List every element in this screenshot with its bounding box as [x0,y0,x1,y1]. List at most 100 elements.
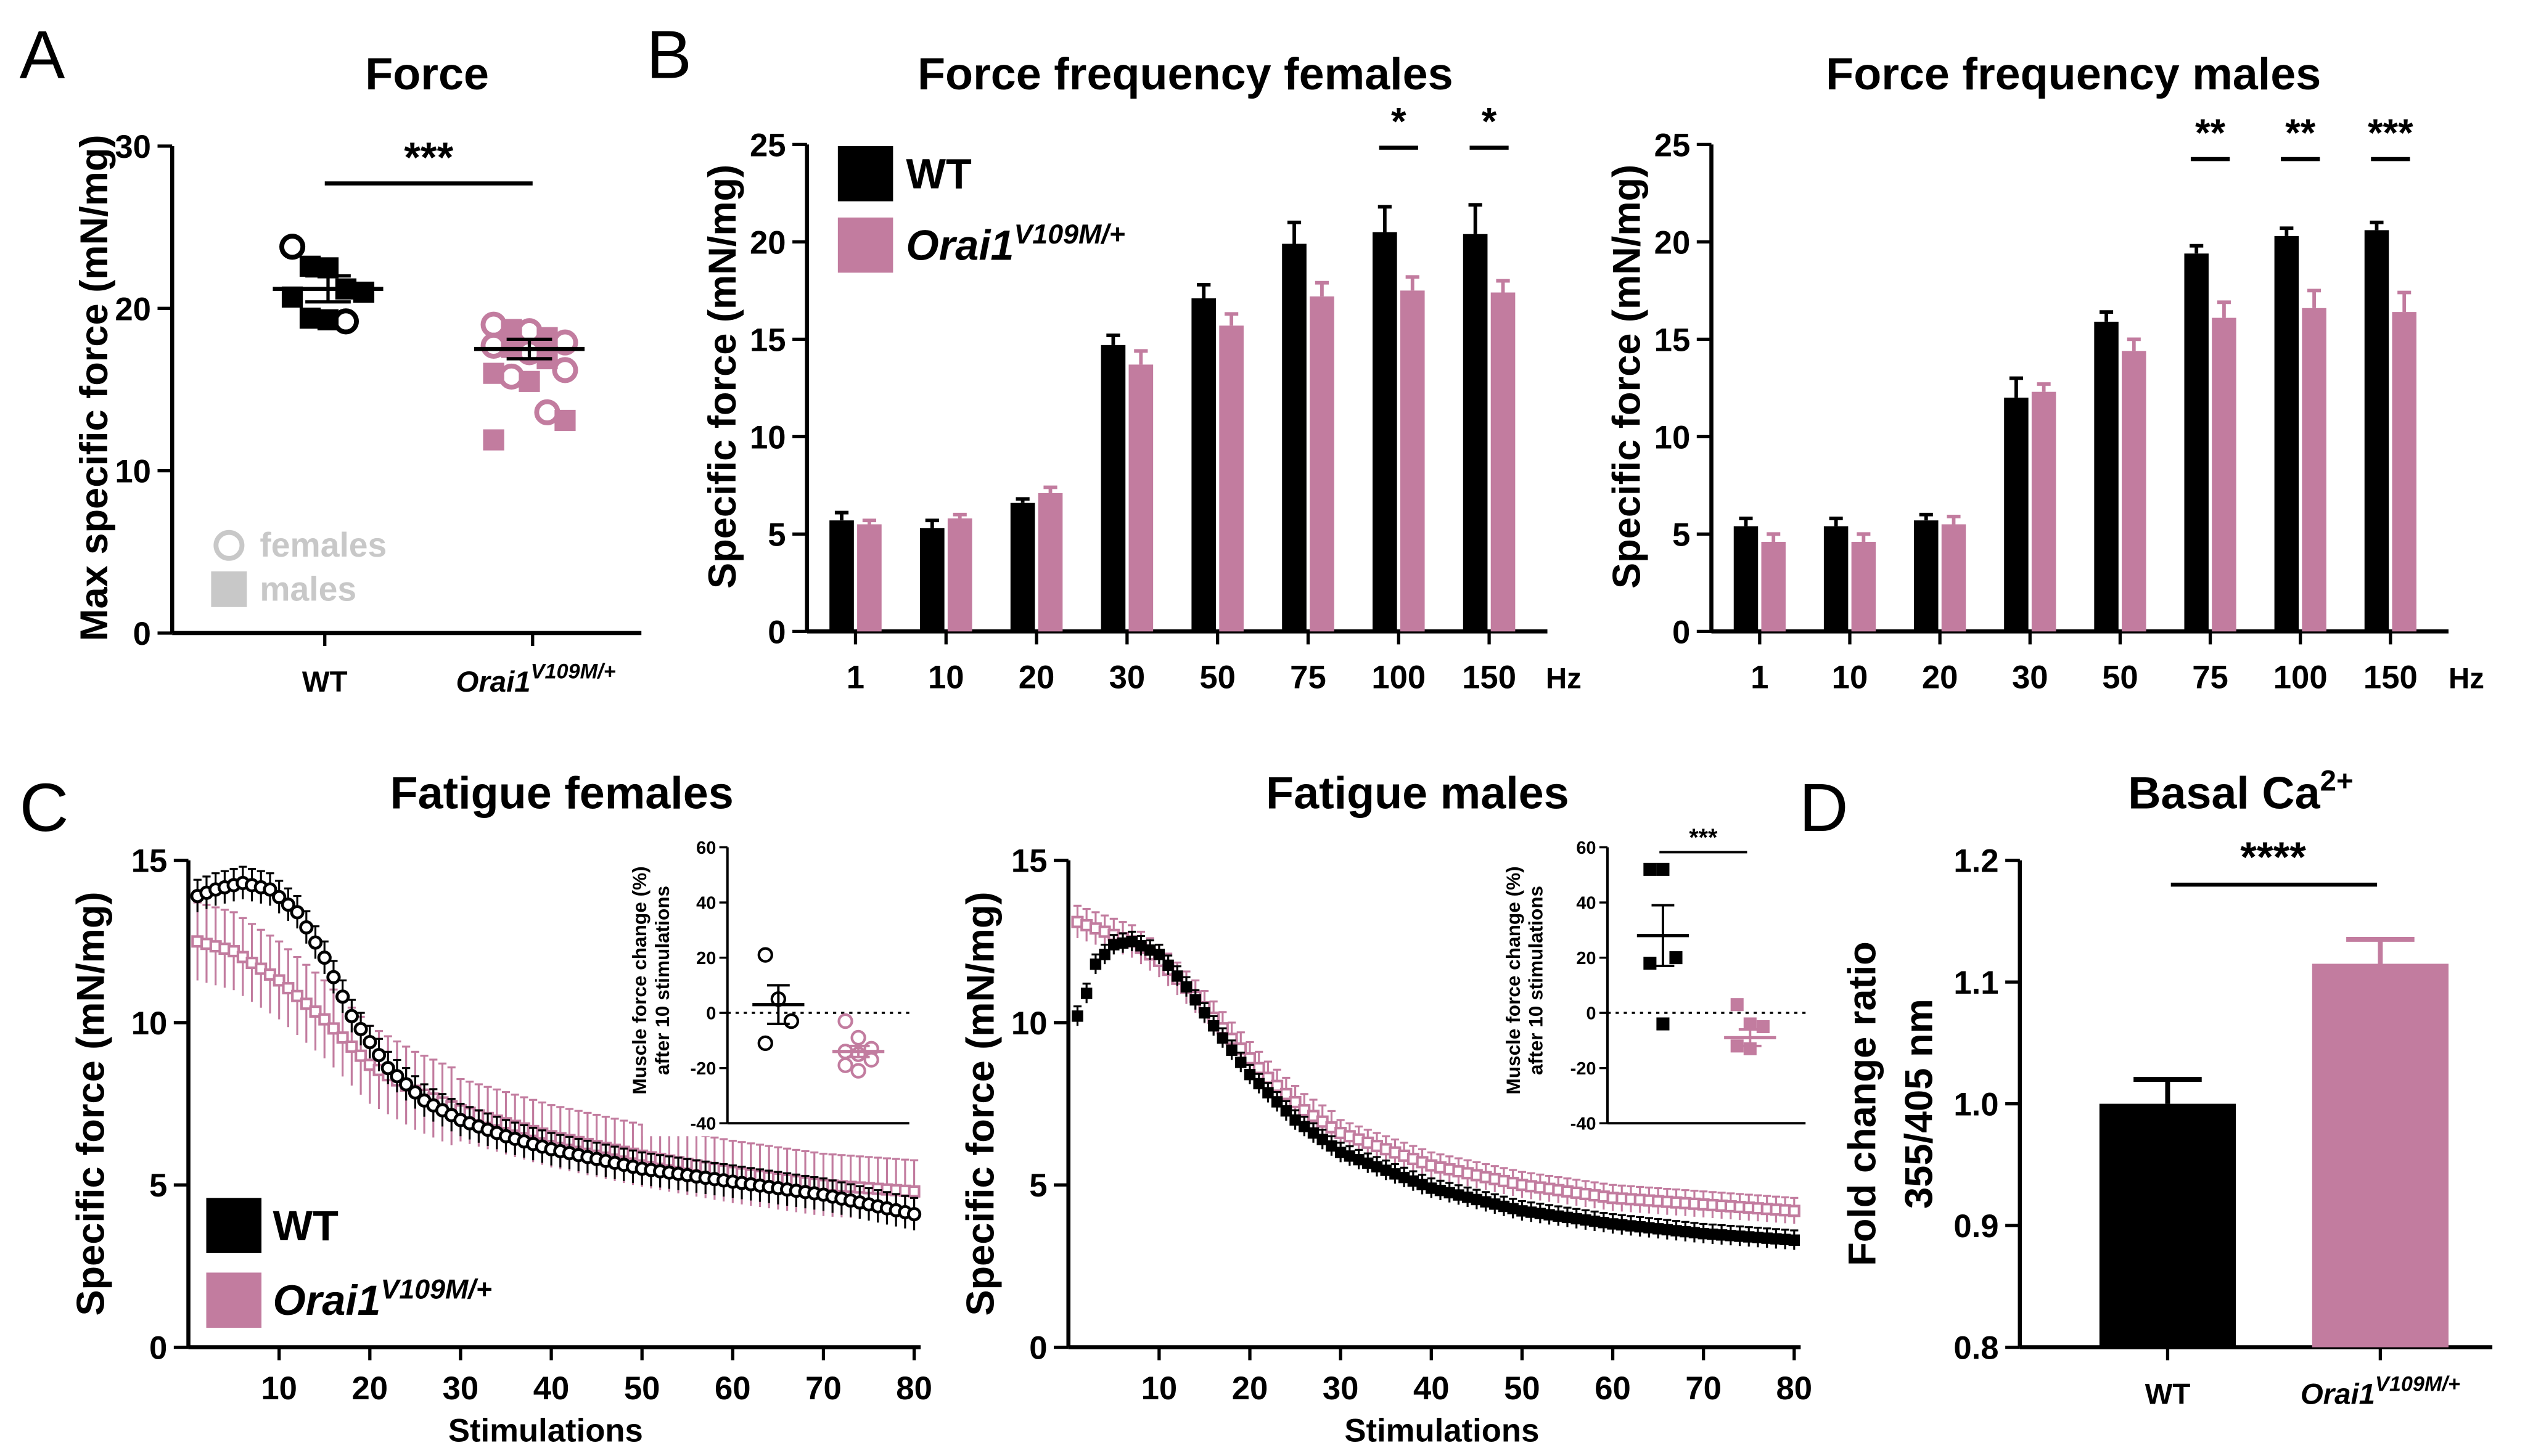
panel-d-ytick-label-4: 1.2 [1953,843,1998,880]
panel-c-males-xtick-label-4: 50 [1504,1370,1540,1407]
panel-a-ylabel: Max specific force (mN/mg) [73,135,116,642]
panel-a-significance: *** [404,134,453,181]
panel-c-males-mut-point [1289,1095,1302,1108]
panel-b-males-mut-bar-0 [1761,541,1786,632]
panel-a-wt-male-point [299,255,321,277]
panel-c-females-mut-point [309,1005,322,1018]
panel-c-females-ytick-label-0: 0 [149,1330,167,1367]
panel-c-males-wt-point [1498,1200,1510,1213]
panel-c-males-xtick-label-2: 30 [1323,1370,1359,1407]
panel-c-males-ytick-label-1: 5 [1029,1168,1047,1204]
panel-c-males-wt-point [1426,1182,1437,1194]
panel-b-legend-mut-sup: V109M/+ [1014,219,1125,250]
panel-a-xlabel-mut-base: Orai1 [456,666,531,698]
panel-b-females-wt-bar-1 [919,528,945,632]
panel-c-males-wt-point [1153,949,1165,960]
panel-b-males-xtick-label-4: 50 [2102,659,2138,695]
panel-c-males-wt-point [1217,1032,1229,1044]
panel-c-females-xtick-label-0: 10 [261,1370,297,1407]
panel-c-males-title: Fatigue males [1266,767,1569,818]
panel-a: Force Max specific force (mN/mg) 0 10 20 30… [73,48,642,698]
panel-c-females-inset-ytick-label-1: -20 [690,1059,716,1079]
panel-c-males-inset-mut-point [1743,1017,1757,1031]
panel-b-legend-wt-label: WT [906,150,972,197]
panel-c-females-inset-wt-point [757,1035,773,1052]
panel-c-males-inset-wt-point [1643,862,1657,876]
panel-a-mut-female-point [552,329,578,356]
panel-b-males-ytick-label-4: 20 [1654,224,1691,261]
panel-c-males-wt-point [1244,1068,1256,1081]
panel-c-males-wt-point [1507,1203,1519,1214]
panel-c-males-inset-background [1523,834,1816,1137]
panel-b-females-wt-bar-3 [1101,345,1126,632]
panel-b-males-mut-bar-7 [2392,312,2416,632]
panel-c-males-wt-point [1180,981,1193,993]
panel-b-females-ytick-label-4: 20 [750,224,786,261]
panel-a-xlabel-mut-sup: V109M/+ [531,660,616,684]
panel-a-legend-male-marker [211,571,247,607]
panel-b-females-unit: Hz [1546,662,1582,695]
panel-c-females-mut-point [291,989,304,1002]
panel-c-males-wt-point [1253,1078,1265,1090]
panel-c-females-wt-point [390,1069,404,1084]
panel-b-females-ylabel: Specific force (mN/mg) [701,165,744,589]
panel-c-males-inset-ytick-label-3: 20 [1576,949,1596,968]
panel-c-males-mut-point [1279,1087,1292,1100]
panel-c-males-inset-wt-point [1643,957,1657,970]
panel-d-xlabel-mut-base: Orai1 [2301,1378,2375,1411]
panel-b-males-xtick-label-1: 10 [1832,659,1868,695]
panel-b-males-wt-bar-7 [2364,230,2389,632]
panel-c-males-wt-point [1262,1087,1274,1098]
panel-b-males-mut-bar-2 [1941,524,1966,632]
panel-c-females-inset-ytick-label-3: 20 [696,949,716,968]
panel-c-males-wt-point [1680,1225,1691,1238]
panel-b-females-ytick-label-3: 15 [750,322,786,358]
panel-c-males-xlabel: Stimulations [1344,1412,1539,1449]
panel-b-females-ytick-label-2: 10 [750,419,786,456]
panel-b-legend-wt-swatch [837,145,893,202]
panel-c-males-wt-point [1525,1206,1537,1218]
panel-b-males-mut-bar-6 [2302,308,2326,632]
panel-d-title-sup: 2+ [2320,764,2354,797]
panel-c-males-series [1071,904,1800,1250]
panel-a-wt-female-point [332,308,359,335]
panel-c-females-wt-point [281,897,295,912]
panel-c-males-wt-point [1416,1179,1428,1190]
panel-c-males-wt-point [1199,1007,1210,1019]
panel-c-males-wt-point [1207,1020,1220,1032]
panel-c-males-inset-ylabel-1: Muscle force change (%) [1502,866,1524,1094]
panel-c-males-inset: Muscle force change (%) after 10 stimula… [1502,824,1816,1137]
panel-a-mut-female-point [552,357,578,383]
panel-c-males-wt-point [1271,1096,1283,1108]
panel-a-wt-female-point [279,234,306,260]
panel-c-males-wt-point [1734,1230,1746,1242]
panel-a-ytick-label-0: 0 [133,616,151,652]
panel-c-males-ytick-label-3: 15 [1011,843,1048,880]
panel-b-legend-mut-label: Orai1V109M/+ [906,219,1125,269]
panel-c-males-inset-ylabel-2: after 10 stimulations [1525,886,1547,1075]
panel-c-males-wt-point [1189,994,1201,1006]
panel-c-males-wt-point [1362,1157,1374,1169]
panel-c-females-ytick-label-1: 5 [149,1168,167,1204]
panel-b-males-wt-bar-5 [2184,253,2209,632]
panel-b-males-ytick-label-0: 0 [1672,614,1690,650]
panel-c-males-inset-ytick-label-2: 0 [1586,1004,1596,1024]
panel-a-legend-male-label: males [260,570,356,608]
panel-b-males-bars: ** ** *** [1733,112,2416,632]
panel-b-females-mut-bar-3 [1128,364,1154,632]
panel-c-males: Fatigue males Specific force (mN/mg) Sti… [959,767,1816,1449]
panel-c-females-wt-point [326,970,341,984]
panel-c-females-inset-ylabel-1: Muscle force change (%) [628,866,651,1094]
panel-b-males-xtick-label-3: 30 [2012,659,2048,695]
panel-c-males-wt-point [1434,1184,1447,1196]
panel-b-females-mut-bar-0 [857,524,882,632]
panel-b-females: Force frequency females Specific force (… [701,48,1582,696]
panel-d-ytick-label-1: 0.9 [1953,1208,1998,1245]
panel-c-females-inset-ytick-label-2: 0 [706,1004,716,1024]
panel-c-males-wt-point [1543,1209,1555,1221]
panel-c-males-wt-point [1371,1161,1383,1172]
panel-c-females: Fatigue females Specific force (mN/mg) S… [70,767,932,1449]
panel-b-females-wt-bar-2 [1010,502,1035,632]
panel-b-males-ytick-label-2: 10 [1654,419,1691,456]
panel-c-females-wt-point [380,1061,395,1076]
